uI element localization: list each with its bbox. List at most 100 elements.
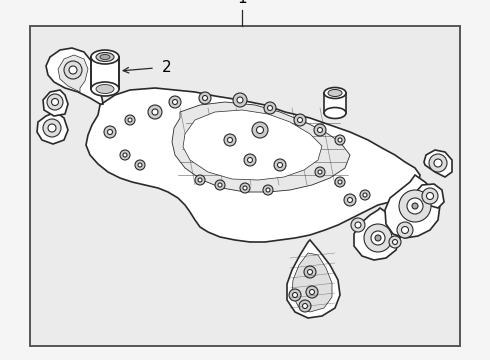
Circle shape <box>293 292 297 297</box>
Circle shape <box>268 105 272 111</box>
Ellipse shape <box>91 82 119 96</box>
Circle shape <box>364 224 392 252</box>
Circle shape <box>104 126 116 138</box>
Circle shape <box>335 177 345 187</box>
Circle shape <box>224 134 236 146</box>
Polygon shape <box>416 184 444 208</box>
Circle shape <box>392 239 397 244</box>
Circle shape <box>195 175 205 185</box>
Ellipse shape <box>96 53 114 62</box>
Circle shape <box>252 122 268 138</box>
Circle shape <box>47 94 63 110</box>
Polygon shape <box>58 55 88 92</box>
Circle shape <box>407 198 423 214</box>
Circle shape <box>202 95 207 100</box>
Circle shape <box>152 109 158 115</box>
Circle shape <box>244 154 256 166</box>
Circle shape <box>429 154 447 172</box>
Circle shape <box>360 190 370 200</box>
Polygon shape <box>292 253 332 312</box>
Circle shape <box>172 99 177 104</box>
Polygon shape <box>354 208 400 260</box>
Ellipse shape <box>328 90 342 96</box>
Polygon shape <box>46 48 103 104</box>
Circle shape <box>375 235 381 241</box>
Circle shape <box>218 183 222 187</box>
Circle shape <box>289 289 301 301</box>
Circle shape <box>125 115 135 125</box>
Circle shape <box>306 286 318 298</box>
Circle shape <box>237 97 243 103</box>
Circle shape <box>263 185 273 195</box>
Circle shape <box>426 193 434 199</box>
Polygon shape <box>37 112 68 144</box>
Circle shape <box>274 159 286 171</box>
Circle shape <box>299 300 311 312</box>
Circle shape <box>351 218 365 232</box>
Circle shape <box>347 198 352 202</box>
Circle shape <box>310 289 315 294</box>
Circle shape <box>43 119 61 137</box>
Circle shape <box>69 66 77 74</box>
Circle shape <box>302 303 308 309</box>
Circle shape <box>315 167 325 177</box>
Circle shape <box>48 124 56 132</box>
Circle shape <box>243 186 247 190</box>
Bar <box>91 57 119 89</box>
Circle shape <box>135 160 145 170</box>
Circle shape <box>308 270 313 274</box>
Circle shape <box>169 96 181 108</box>
Circle shape <box>128 118 132 122</box>
Circle shape <box>51 99 58 105</box>
Circle shape <box>363 193 367 197</box>
Circle shape <box>199 92 211 104</box>
Circle shape <box>148 105 162 119</box>
Text: 1: 1 <box>237 0 247 6</box>
Circle shape <box>264 102 276 114</box>
Polygon shape <box>385 175 440 238</box>
Circle shape <box>412 203 418 209</box>
Circle shape <box>138 163 142 167</box>
Circle shape <box>401 226 409 234</box>
Circle shape <box>355 222 361 228</box>
Circle shape <box>233 93 247 107</box>
Circle shape <box>227 138 232 143</box>
Ellipse shape <box>100 54 110 59</box>
Circle shape <box>64 61 82 79</box>
Ellipse shape <box>324 108 346 118</box>
Circle shape <box>371 231 385 245</box>
Text: 2: 2 <box>162 60 171 76</box>
Circle shape <box>389 236 401 248</box>
Circle shape <box>297 117 302 122</box>
Circle shape <box>344 194 356 206</box>
Circle shape <box>434 159 442 167</box>
Polygon shape <box>43 90 68 116</box>
Circle shape <box>240 183 250 193</box>
Circle shape <box>198 178 202 182</box>
Circle shape <box>120 150 130 160</box>
Circle shape <box>107 130 113 135</box>
Circle shape <box>277 162 283 167</box>
Circle shape <box>266 188 270 192</box>
Ellipse shape <box>91 50 119 64</box>
Circle shape <box>247 158 252 162</box>
Circle shape <box>314 124 326 136</box>
Circle shape <box>422 188 438 204</box>
Circle shape <box>215 180 225 190</box>
Polygon shape <box>172 102 350 192</box>
Circle shape <box>338 138 342 142</box>
Polygon shape <box>424 150 452 177</box>
Circle shape <box>318 127 322 132</box>
Bar <box>324 93 346 113</box>
Polygon shape <box>183 110 322 180</box>
Bar <box>30 26 460 346</box>
Circle shape <box>338 180 342 184</box>
Circle shape <box>399 190 431 222</box>
Circle shape <box>335 135 345 145</box>
Polygon shape <box>287 240 340 318</box>
Circle shape <box>123 153 127 157</box>
Ellipse shape <box>324 87 346 99</box>
Circle shape <box>294 114 306 126</box>
Ellipse shape <box>96 85 114 94</box>
Circle shape <box>397 222 413 238</box>
